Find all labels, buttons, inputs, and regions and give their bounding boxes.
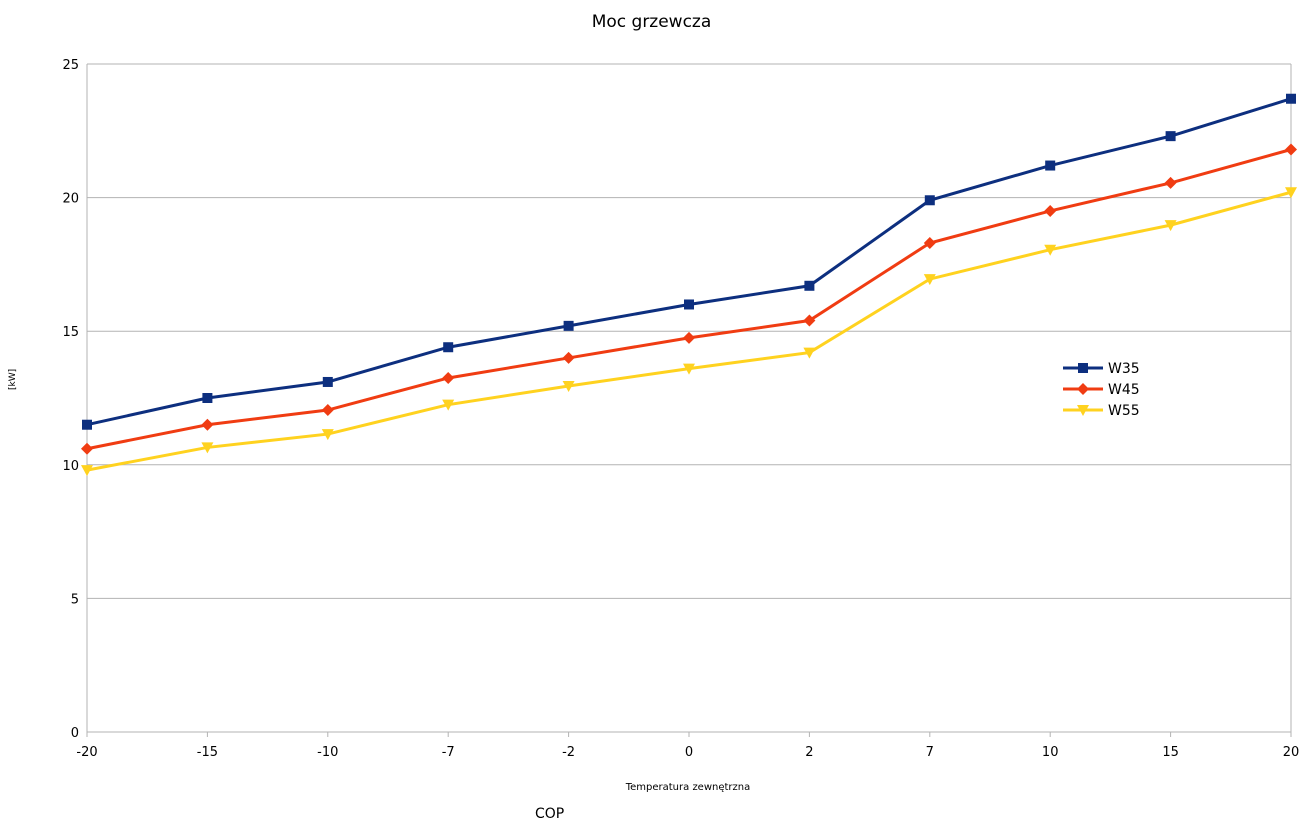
data-point-w55 (321, 429, 334, 441)
data-point-w45 (201, 418, 214, 431)
footer-text: COP (535, 806, 565, 822)
data-point-w55 (683, 363, 695, 375)
legend-marker-w45 (1077, 383, 1089, 395)
data-point-w35 (924, 195, 935, 206)
y-tick-label: 15 (62, 325, 79, 340)
data-point-w35 (82, 419, 92, 430)
x-tick-label: 20 (1283, 745, 1300, 760)
data-point-w45 (1044, 204, 1057, 217)
data-point-w55 (81, 465, 93, 477)
data-point-w45 (442, 371, 455, 384)
legend-marker-w35 (1078, 363, 1088, 373)
legend-marker-w55 (1077, 405, 1089, 416)
data-point-w55 (923, 274, 936, 286)
data-point-w55 (1285, 187, 1297, 199)
y-tick-label: 0 (71, 726, 79, 741)
data-point-w35 (443, 342, 454, 353)
chart-title: Moc grzewcza (591, 12, 712, 32)
data-point-w35 (202, 393, 213, 403)
x-tick-label: -15 (197, 745, 218, 760)
data-point-w35 (1165, 131, 1176, 142)
x-tick-label: 15 (1162, 745, 1179, 760)
x-tick-label: 10 (1042, 745, 1059, 760)
data-point-w35 (684, 299, 694, 310)
y-tick-label: 25 (62, 58, 79, 73)
x-tick-label: 7 (926, 745, 934, 760)
y-tick-label: 10 (62, 459, 79, 474)
data-point-w45 (1285, 143, 1297, 156)
data-point-w55 (1164, 220, 1177, 232)
data-point-w45 (923, 237, 936, 250)
data-point-w45 (321, 404, 334, 417)
data-point-w35 (804, 280, 815, 291)
data-point-w45 (803, 314, 816, 327)
data-point-w55 (562, 380, 575, 392)
x-tick-label: 0 (685, 745, 693, 760)
data-point-w45 (81, 442, 93, 455)
data-point-w35 (1045, 160, 1056, 171)
x-tick-label: -10 (317, 745, 338, 760)
x-axis-label: Temperatura zewnętrzna (625, 782, 751, 793)
data-point-w55 (1044, 244, 1057, 256)
legend-label-w35: W35 (1108, 361, 1140, 377)
data-point-w35 (322, 376, 333, 387)
x-tick-label: -2 (562, 745, 575, 760)
data-point-w45 (1164, 176, 1177, 189)
legend-label-w55: W55 (1108, 403, 1140, 419)
data-point-w55 (803, 347, 816, 359)
y-tick-label: 5 (71, 592, 79, 607)
data-point-w35 (1286, 93, 1296, 104)
x-tick-label: -20 (76, 745, 97, 760)
data-point-w45 (562, 351, 575, 364)
data-point-w45 (683, 331, 695, 344)
x-tick-label: 2 (805, 745, 813, 760)
data-point-w55 (442, 399, 455, 411)
data-point-w55 (201, 442, 214, 454)
y-tick-label: 20 (62, 192, 79, 207)
data-point-w35 (563, 320, 574, 331)
legend-label-w45: W45 (1108, 382, 1140, 398)
x-tick-label: -7 (442, 745, 455, 760)
